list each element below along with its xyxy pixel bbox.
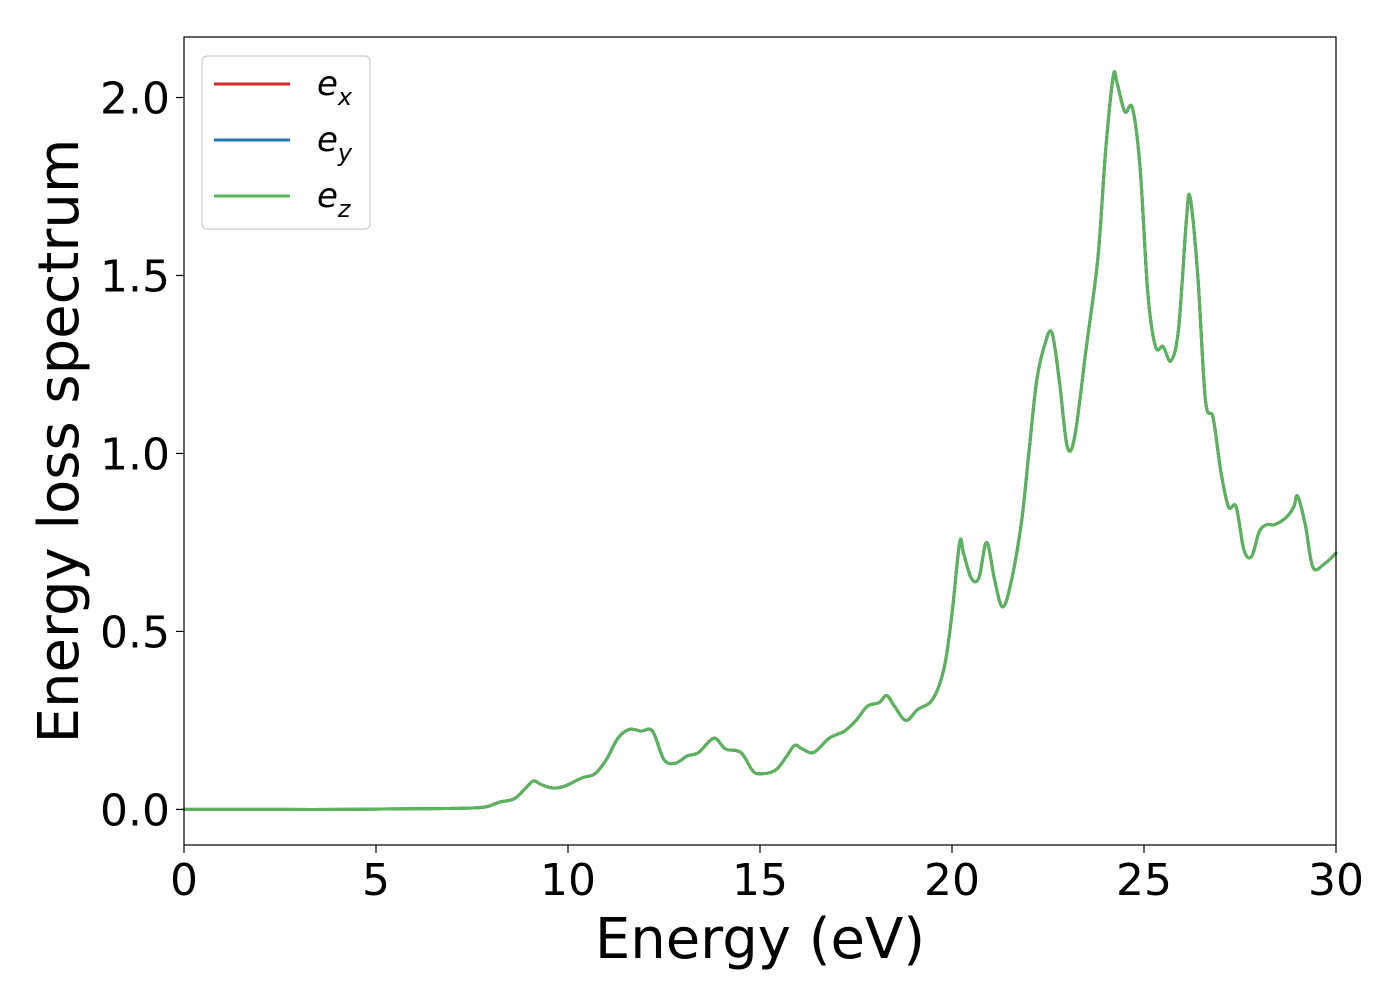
y-tick-label: 2.0 — [100, 74, 170, 125]
y-axis-label: Energy loss spectrum — [27, 139, 92, 744]
x-ticks: 0 5 10 15 20 25 30 — [170, 845, 1364, 906]
x-tick-label: 0 — [170, 855, 198, 906]
x-tick-label: 20 — [924, 855, 980, 906]
legend-label-e-x: ex — [317, 64, 353, 111]
legend-box — [201, 55, 371, 230]
x-tick-label: 30 — [1308, 855, 1364, 906]
series-line-e-z — [182, 70, 1338, 811]
y-tick-label: 1.5 — [100, 251, 170, 302]
x-tick-label: 10 — [540, 855, 596, 906]
series-layer — [182, 70, 1338, 811]
x-axis-label: Energy (eV) — [595, 907, 925, 972]
y-tick-label: 1.0 — [100, 429, 170, 480]
y-tick-label: 0.5 — [100, 607, 170, 658]
x-tick-label: 25 — [1116, 855, 1172, 906]
x-tick-label: 5 — [362, 855, 390, 906]
x-tick-label: 15 — [732, 855, 788, 906]
y-tick-label: 0.0 — [100, 785, 170, 836]
legend-label-e-y: ey — [317, 120, 353, 167]
y-ticks: 0.0 0.5 1.0 1.5 2.0 — [100, 74, 184, 836]
